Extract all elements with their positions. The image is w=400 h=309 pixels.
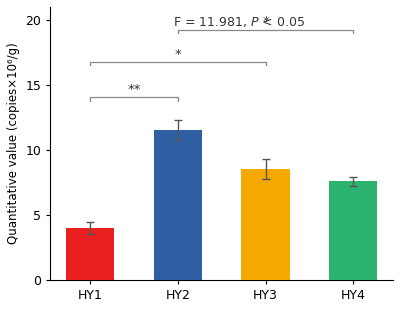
Bar [154, 130, 202, 280]
Text: F = 11.981, $\it{P}$ < 0.05: F = 11.981, $\it{P}$ < 0.05 [173, 15, 305, 29]
Bar [329, 181, 378, 280]
Bar [66, 228, 114, 280]
Y-axis label: Quantitative value (copies×10⁶/g): Quantitative value (copies×10⁶/g) [7, 43, 20, 244]
Bar [242, 169, 290, 280]
Text: **: ** [127, 83, 141, 96]
Text: F = 11.981,: F = 11.981, [0, 308, 1, 309]
Text: *: * [174, 48, 181, 61]
Text: *: * [262, 15, 269, 28]
